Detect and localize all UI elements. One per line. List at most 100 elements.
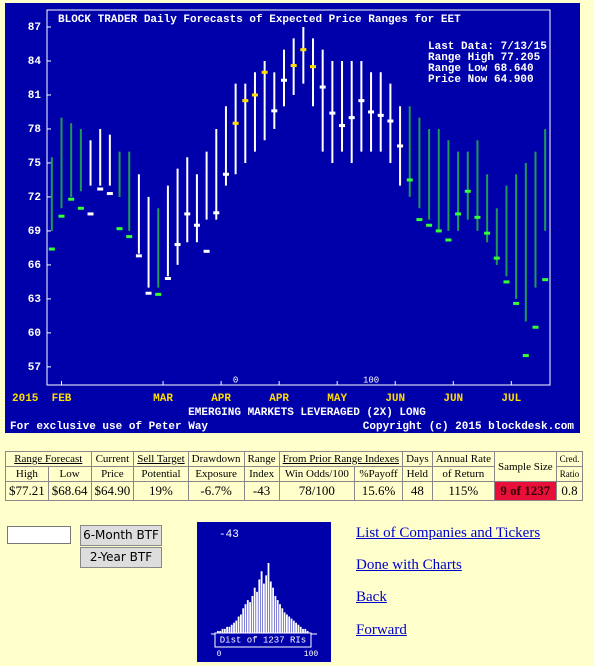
price-marker: [329, 111, 336, 115]
link[interactable]: Back: [356, 589, 387, 605]
link[interactable]: Done with Charts: [356, 557, 462, 573]
histogram-bar: [226, 626, 228, 633]
histogram-bar: [306, 630, 309, 633]
y-tick-label: 75: [28, 158, 42, 170]
price-marker: [106, 192, 113, 196]
histogram-bar: [292, 620, 295, 633]
cell: 78/100: [278, 481, 356, 501]
price-marker: [522, 354, 529, 358]
histogram-bar: [288, 616, 291, 633]
text-input[interactable]: [7, 526, 71, 544]
histogram-bar: [302, 628, 304, 633]
histogram-bar: [233, 622, 235, 633]
subheader: Exposure: [187, 466, 245, 482]
link[interactable]: Forward: [356, 622, 407, 638]
cell: 0.8: [555, 481, 584, 501]
price-marker: [232, 121, 239, 125]
subheader: Index: [243, 466, 280, 482]
price-marker: [474, 215, 481, 219]
histogram-bar: [263, 583, 265, 633]
x-tick-label: APR: [211, 393, 231, 405]
histogram-bar: [258, 579, 261, 633]
header: Cred.: [555, 451, 584, 467]
cell: 9 of 1237: [493, 481, 557, 501]
histogram-bar: [253, 587, 256, 633]
price-marker: [348, 116, 355, 120]
axis-mark: 0: [233, 375, 238, 385]
header: Current: [90, 451, 135, 467]
price-marker: [145, 291, 152, 295]
header: Range: [243, 451, 280, 467]
subheader: of Return: [431, 466, 495, 482]
histogram-bar: [221, 628, 224, 633]
header: Annual Rate: [431, 451, 495, 467]
price-marker: [251, 93, 258, 97]
y-tick-label: 84: [28, 56, 42, 68]
price-marker: [184, 212, 191, 216]
histogram-bar: [269, 581, 272, 633]
stats-table: Range Forecast Current Sell Target Drawd…: [5, 451, 584, 501]
price-marker: [493, 256, 500, 260]
price-marker: [503, 280, 510, 284]
histogram-bar: [276, 600, 279, 633]
price-marker: [368, 110, 375, 114]
histogram-caption: Dist of 1237 RIs: [220, 635, 306, 645]
subheader: %Payoff: [353, 466, 404, 482]
y-tick-label: 66: [28, 260, 41, 272]
header: From Prior Range Indexes: [278, 451, 404, 467]
histogram-bar: [223, 628, 226, 633]
price-marker: [222, 172, 229, 176]
histogram-bar: [283, 612, 286, 633]
price-marker: [377, 113, 384, 117]
subheader: Ratio: [555, 466, 584, 482]
price-marker: [261, 70, 268, 74]
button[interactable]: 6-Month BTF: [80, 525, 162, 546]
subheader: High: [5, 466, 49, 482]
subheader: Potential: [133, 466, 189, 482]
x-tick-label: FEB: [52, 393, 72, 405]
price-marker: [68, 197, 75, 201]
info-line: Last Data: 7/13/15: [428, 41, 547, 53]
price-marker: [116, 227, 123, 231]
price-marker: [155, 292, 162, 296]
subheader: Held: [402, 466, 433, 482]
price-marker: [532, 325, 539, 329]
price-marker: [174, 243, 181, 247]
info-line: Range High 77.205: [428, 52, 541, 64]
cell: $68.64: [47, 481, 92, 501]
price-marker: [339, 124, 346, 128]
axis-mark: 100: [363, 375, 379, 385]
price-marker: [126, 235, 133, 239]
price-marker: [406, 178, 413, 182]
price-marker: [213, 211, 220, 215]
histogram-bar: [228, 626, 231, 633]
histogram-bar: [249, 602, 251, 633]
price-marker: [464, 189, 471, 193]
cell: $77.21: [5, 481, 49, 501]
subheader: Win Odds/100: [278, 466, 356, 482]
histogram-bar: [286, 614, 288, 633]
subtitle: EMERGING MARKETS LEVERAGED (2X) LONG: [188, 407, 426, 419]
price-marker: [271, 109, 278, 113]
cell: $64.90: [90, 481, 135, 501]
link[interactable]: List of Companies and Tickers: [356, 525, 541, 541]
price-marker: [484, 231, 491, 235]
cell: -6.7%: [187, 481, 245, 501]
price-marker: [164, 277, 171, 281]
y-tick-label: 69: [28, 226, 41, 238]
price-marker: [387, 119, 394, 123]
histogram-bar: [272, 587, 274, 633]
y-tick-label: 81: [28, 90, 42, 102]
footer-right: Copyright (c) 2015 blockdesk.com: [363, 421, 575, 433]
button[interactable]: 2-Year BTF: [80, 547, 162, 568]
y-tick-label: 78: [28, 124, 42, 136]
plot-frame: [46, 9, 551, 386]
price-marker: [319, 85, 326, 89]
histogram-bar: [279, 604, 281, 633]
price-marker: [193, 223, 200, 227]
y-tick-label: 63: [28, 294, 42, 306]
histogram-bar: [295, 622, 297, 633]
subheader: Low: [47, 466, 92, 482]
histogram-bar: [219, 630, 222, 633]
